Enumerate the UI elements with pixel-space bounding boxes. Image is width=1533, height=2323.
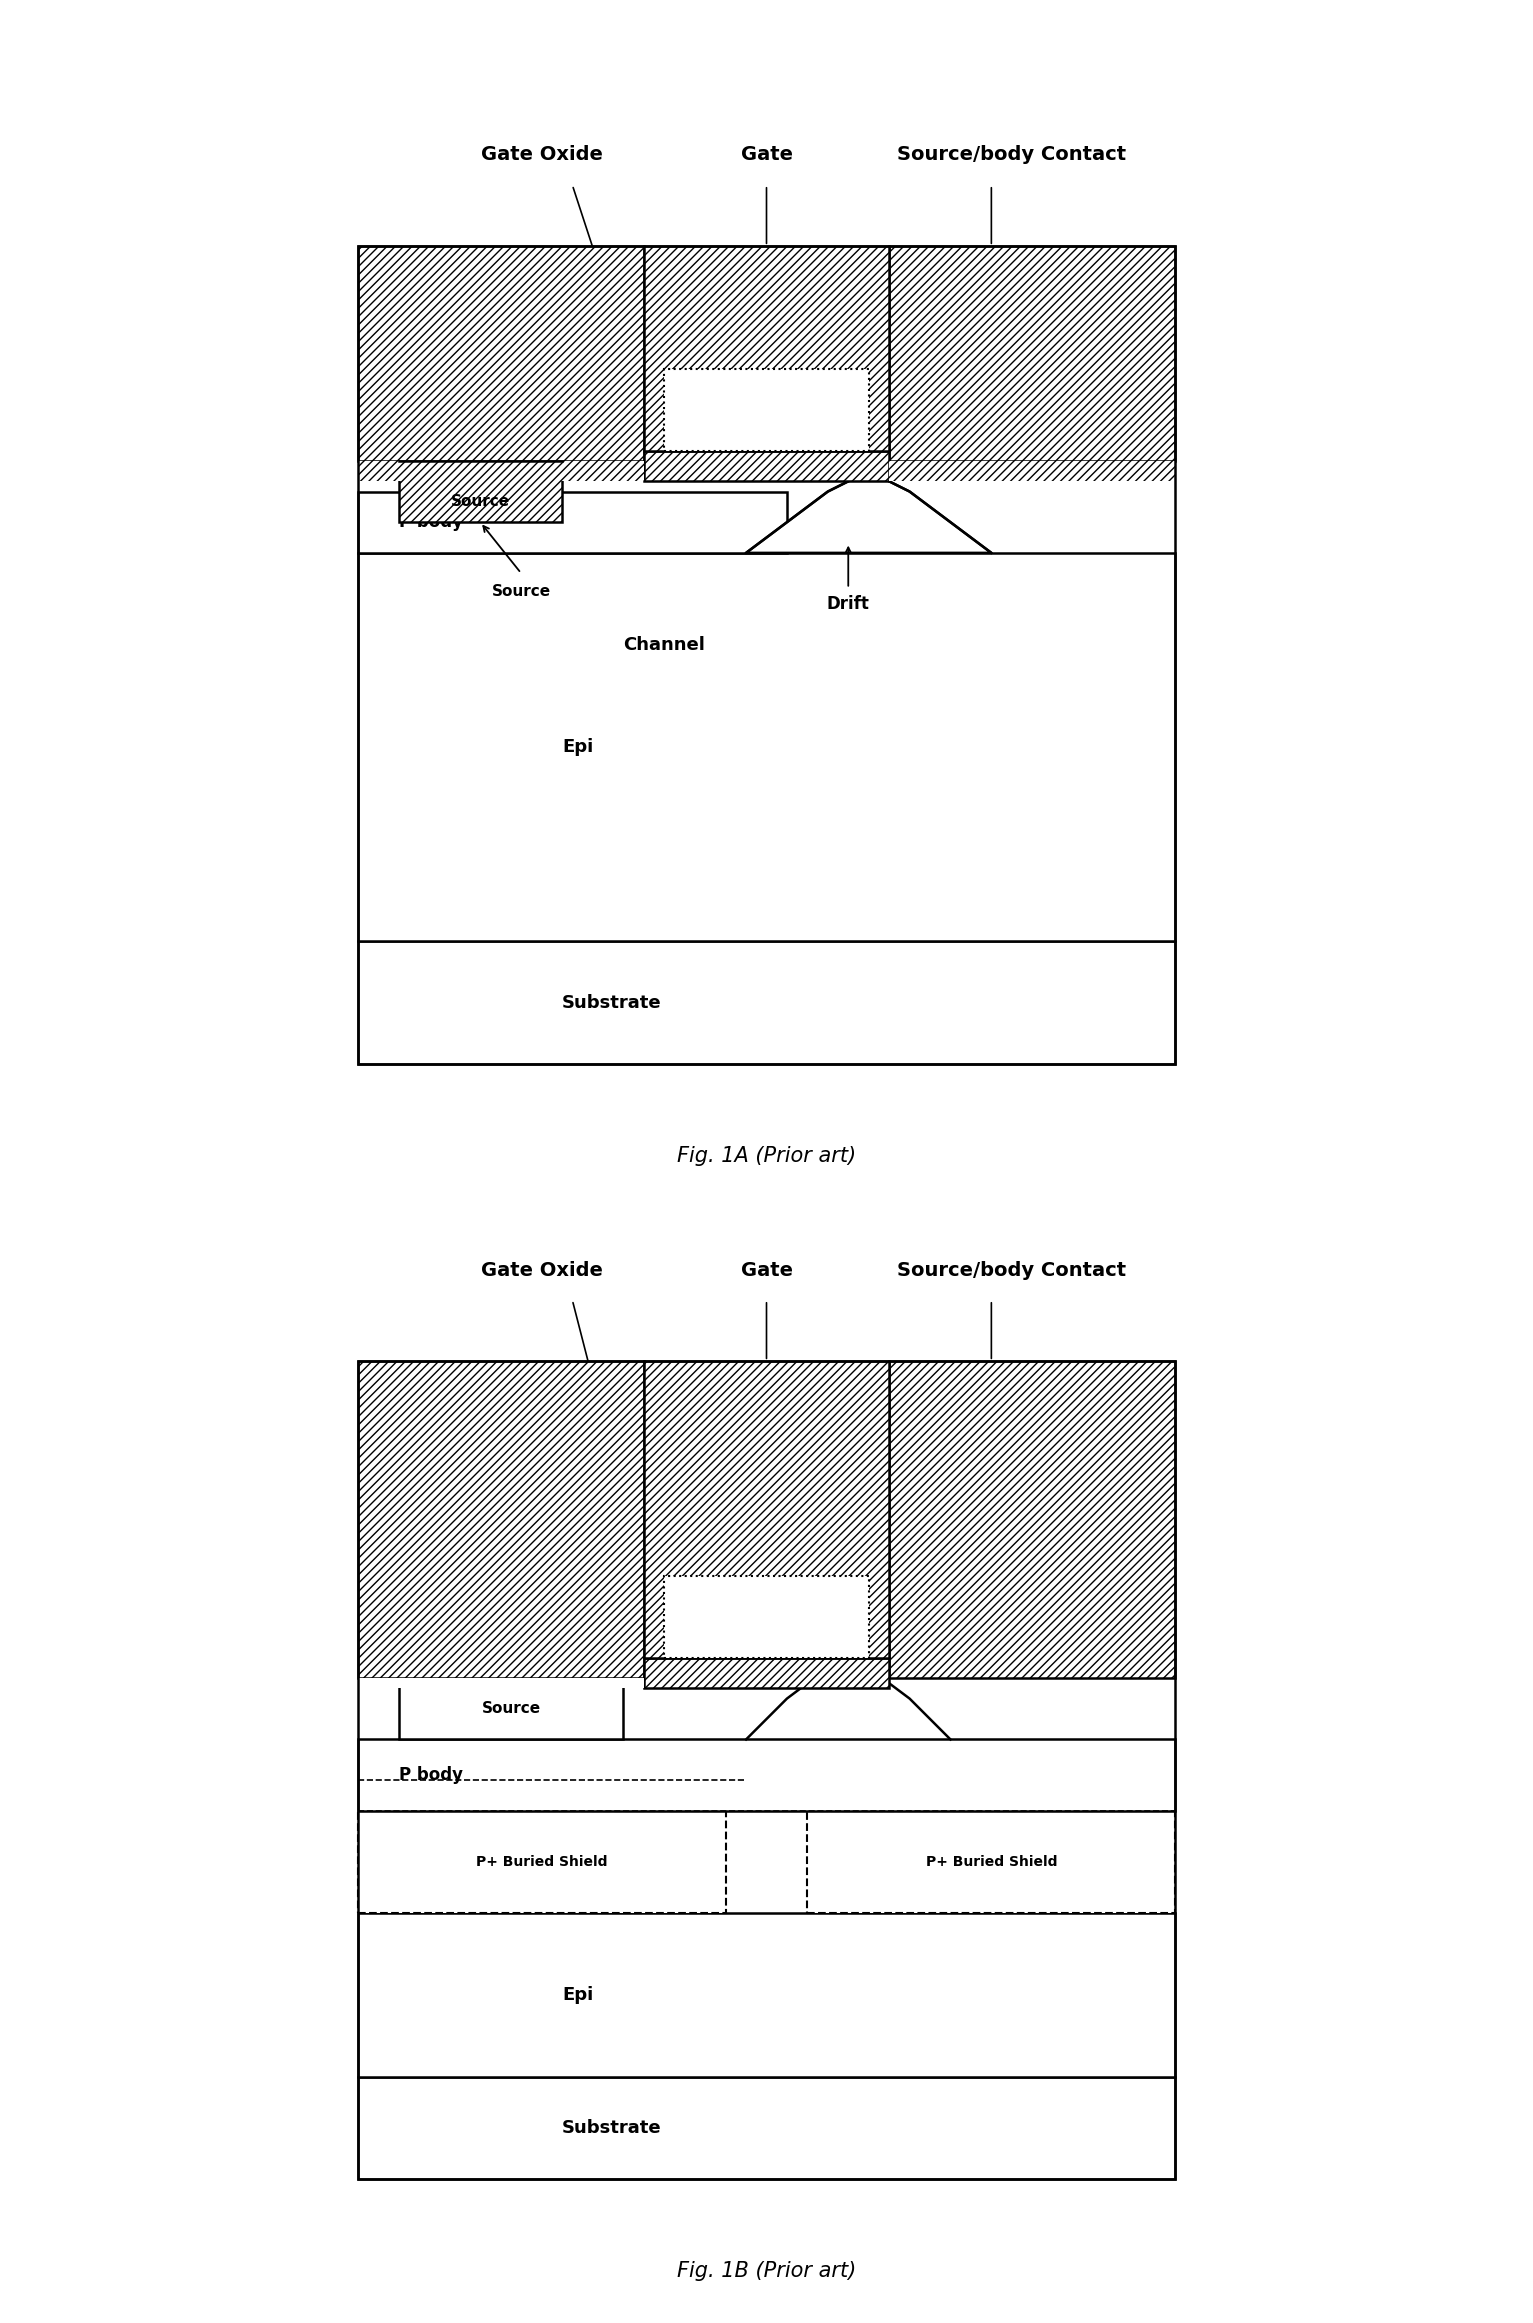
Bar bbox=[399, 1677, 624, 1740]
Text: Gate: Gate bbox=[740, 146, 793, 165]
Bar bbox=[664, 1575, 869, 1659]
Text: Gate: Gate bbox=[740, 1261, 793, 1280]
Bar bbox=[889, 1361, 1176, 1677]
Text: P body: P body bbox=[399, 513, 463, 532]
Text: Source: Source bbox=[481, 1700, 541, 1717]
Text: Epi: Epi bbox=[563, 1986, 593, 2005]
Text: Fig. 1B (Prior art): Fig. 1B (Prior art) bbox=[678, 2260, 855, 2281]
Bar bbox=[808, 1812, 1176, 1914]
Text: P body: P body bbox=[399, 1765, 463, 1784]
Text: Source/body Contact: Source/body Contact bbox=[897, 146, 1127, 165]
Bar bbox=[357, 246, 1176, 1064]
Bar bbox=[644, 451, 889, 481]
Bar bbox=[664, 369, 869, 451]
Text: Fig. 1A (Prior art): Fig. 1A (Prior art) bbox=[678, 1145, 855, 1166]
Bar bbox=[889, 460, 1176, 481]
Text: Source/body Contact: Source/body Contact bbox=[897, 1261, 1127, 1280]
Bar bbox=[399, 460, 563, 523]
Bar bbox=[357, 492, 786, 553]
Bar bbox=[357, 246, 644, 460]
Text: P+ Buried Shield: P+ Buried Shield bbox=[926, 1856, 1058, 1870]
Text: Source: Source bbox=[492, 583, 550, 599]
Bar bbox=[644, 246, 889, 451]
Bar bbox=[357, 941, 1176, 1064]
Text: Substrate: Substrate bbox=[563, 2119, 662, 2137]
Polygon shape bbox=[747, 472, 992, 553]
Text: Substrate: Substrate bbox=[563, 994, 662, 1011]
Bar bbox=[357, 553, 1176, 941]
Text: Source: Source bbox=[451, 495, 510, 509]
Text: Gate Oxide: Gate Oxide bbox=[481, 146, 602, 165]
Text: Drift: Drift bbox=[826, 595, 869, 613]
Bar bbox=[357, 1677, 644, 1689]
Text: Epi: Epi bbox=[563, 739, 593, 755]
Bar bbox=[644, 1659, 889, 1689]
Bar bbox=[357, 460, 644, 481]
Text: Channel: Channel bbox=[624, 637, 705, 653]
Bar bbox=[357, 1361, 644, 1677]
Bar bbox=[357, 1361, 1176, 2179]
Bar bbox=[889, 246, 1176, 460]
Bar bbox=[357, 1740, 1176, 1812]
Text: P+ Buried Shield: P+ Buried Shield bbox=[475, 1856, 607, 1870]
Bar bbox=[357, 1812, 725, 1914]
Bar bbox=[357, 1914, 1176, 2077]
Bar bbox=[644, 1361, 889, 1659]
Bar bbox=[357, 2077, 1176, 2179]
Text: Gate Oxide: Gate Oxide bbox=[481, 1261, 602, 1280]
